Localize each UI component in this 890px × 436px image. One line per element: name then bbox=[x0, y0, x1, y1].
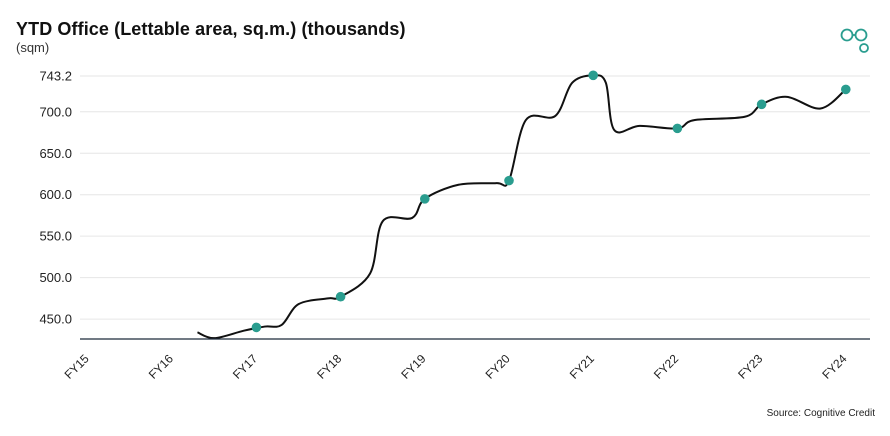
series-markers bbox=[251, 70, 851, 333]
data-point-marker bbox=[420, 194, 430, 204]
y-tick-label: 500.0 bbox=[39, 270, 72, 285]
x-tick-label: FY16 bbox=[146, 351, 176, 381]
y-tick-label: 650.0 bbox=[39, 146, 72, 161]
source-note: Source: Cognitive Credit bbox=[766, 408, 875, 419]
data-point-marker bbox=[504, 175, 514, 186]
series-line bbox=[197, 74, 847, 340]
y-tick-label: 550.0 bbox=[39, 229, 72, 244]
x-tick-label: FY15 bbox=[62, 351, 92, 381]
chart-unit-label: (sqm) bbox=[16, 40, 50, 55]
x-tick-label: FY22 bbox=[651, 351, 681, 381]
y-tick-label: 743.2 bbox=[39, 68, 72, 83]
y-tick-label: 700.0 bbox=[39, 104, 72, 119]
data-point-marker bbox=[251, 322, 262, 333]
data-point-marker bbox=[756, 99, 767, 110]
data-point-marker bbox=[335, 291, 346, 302]
y-tick-label: 450.0 bbox=[39, 312, 72, 327]
data-point-marker bbox=[588, 70, 598, 81]
x-tick-label: FY19 bbox=[398, 351, 428, 381]
x-axis-ticks: FY15 FY16 FY17 FY18 FY19 FY20 FY21 FY22 FY23 FY24 bbox=[62, 351, 850, 381]
x-tick-label: FY21 bbox=[567, 351, 597, 381]
x-tick-label: FY24 bbox=[819, 351, 849, 381]
x-tick-label: FY17 bbox=[230, 351, 260, 381]
data-point-marker bbox=[672, 123, 683, 134]
linked-circles-icon bbox=[840, 28, 870, 59]
x-tick-label: FY23 bbox=[735, 351, 765, 381]
y-axis-ticks: 450.0 500.0 550.0 600.0 650.0 700.0 743.2 bbox=[39, 68, 72, 326]
data-point-marker bbox=[841, 84, 851, 95]
chart-title: YTD Office (Lettable area, sq.m.) (thous… bbox=[16, 19, 406, 39]
x-tick-label: FY18 bbox=[314, 351, 344, 381]
x-tick-label: FY20 bbox=[483, 351, 513, 381]
y-tick-label: 600.0 bbox=[39, 187, 72, 202]
grid-lines bbox=[80, 75, 870, 320]
